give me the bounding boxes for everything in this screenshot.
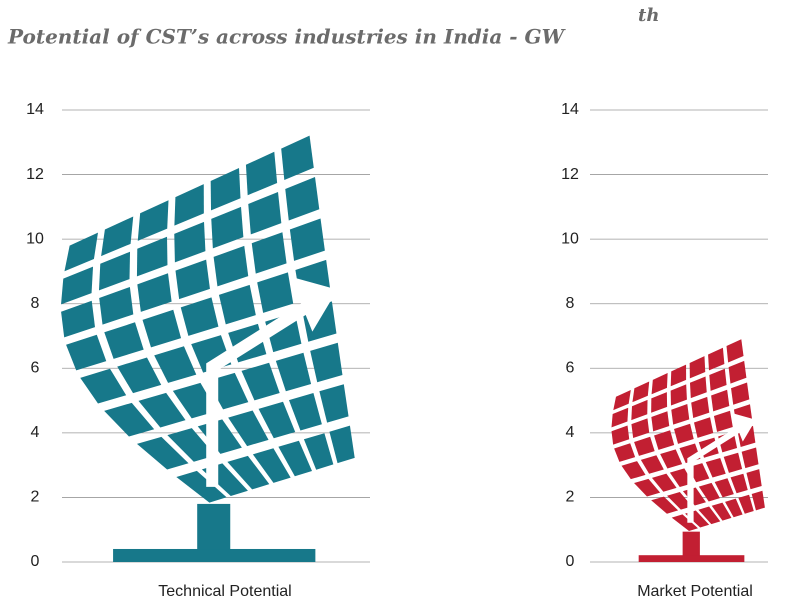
dish-cell: [671, 365, 686, 387]
y-tick-label: 0: [31, 553, 40, 570]
stand-pole: [197, 504, 230, 550]
dish-cell: [61, 267, 93, 305]
dish-cell: [99, 287, 133, 325]
dish-cell: [651, 392, 667, 413]
dish-cell: [674, 424, 694, 444]
stand-base: [639, 555, 745, 562]
dish-cell: [746, 469, 761, 489]
dish-cell: [329, 426, 354, 463]
dish-cell: [61, 301, 95, 338]
pictogram: [611, 339, 764, 562]
y-tick-label: 8: [31, 295, 40, 312]
dish-cell: [137, 273, 171, 312]
dish-cell: [731, 474, 748, 494]
dish-cell: [724, 453, 742, 473]
dish-cell: [613, 390, 631, 410]
dish-cell: [752, 491, 765, 511]
dish-cell: [694, 417, 713, 438]
y-tick-label: 2: [566, 489, 575, 506]
y-tick-label: 4: [31, 424, 40, 441]
y-tick-label: 14: [561, 101, 579, 118]
dish-cell: [652, 373, 668, 394]
dish-cell: [174, 222, 205, 263]
dish-cell: [174, 184, 203, 226]
dish-cell: [154, 346, 196, 383]
dish-cell: [706, 458, 726, 478]
title-superscript: th: [638, 5, 659, 26]
dish-cell: [614, 443, 635, 462]
dish-cell: [690, 356, 706, 378]
dish-cell: [281, 136, 314, 180]
y-tick-label: 12: [561, 166, 579, 183]
dish-cell: [631, 418, 649, 438]
dish-cell: [622, 461, 646, 479]
dish-cell: [211, 207, 243, 248]
pictogram: [61, 136, 355, 562]
dish-cell: [310, 343, 342, 382]
dish-cell: [611, 408, 628, 428]
dish-cell: [641, 455, 664, 474]
dish-cell: [729, 361, 747, 384]
y-tick-label: 2: [31, 489, 40, 506]
dish-cell: [319, 384, 348, 422]
dish-cell: [252, 232, 287, 273]
dish-cell: [651, 411, 669, 431]
dish-cell: [671, 404, 689, 425]
dish-cell: [742, 447, 759, 468]
x-category-label: Technical Potential: [158, 583, 291, 600]
dish-cell: [289, 393, 322, 430]
y-tick-label: 10: [26, 230, 44, 247]
dish-cell: [727, 339, 744, 362]
dish-cell: [714, 411, 733, 432]
y-tick-label: 6: [566, 360, 575, 377]
dish-cell: [99, 252, 130, 291]
y-tick-label: 8: [566, 295, 575, 312]
chart-title: Potential of CST’s across industries in …: [7, 25, 567, 49]
dish-cell: [138, 200, 169, 241]
dish-cell: [690, 377, 707, 399]
dish-cell: [219, 285, 256, 324]
dish-cell: [631, 400, 647, 420]
y-tick-label: 14: [26, 101, 44, 118]
dish-cell: [248, 192, 281, 234]
y-tick-label: 6: [31, 360, 40, 377]
dish-cell: [175, 260, 209, 300]
dish-cell: [64, 233, 98, 272]
y-tick-label: 4: [566, 424, 575, 441]
dish-cell: [285, 177, 319, 220]
y-tick-label: 10: [561, 230, 579, 247]
dish-cell: [711, 390, 729, 412]
dish-cell: [634, 437, 655, 456]
dish-cell: [632, 381, 649, 402]
y-tick-label: 12: [26, 166, 44, 183]
stand-base: [113, 549, 315, 562]
dish-cell: [214, 246, 249, 286]
dish-cell: [612, 426, 630, 445]
dish-cell: [290, 218, 325, 260]
dish-cell: [246, 152, 277, 195]
dish-cell: [117, 358, 161, 394]
dish-cell: [101, 216, 133, 256]
dish-cell: [731, 383, 749, 405]
dish-cell: [671, 384, 687, 405]
dish-cell: [709, 369, 726, 391]
dish-cell: [143, 310, 182, 348]
dish-cell: [80, 369, 126, 404]
dish-cell: [66, 335, 106, 371]
chart: Potential of CST’s across industries in …: [0, 0, 795, 600]
dish-cell: [691, 397, 709, 418]
x-category-label: Market Potential: [637, 583, 753, 600]
y-tick-label: 0: [566, 553, 575, 570]
dish-cell: [181, 297, 219, 336]
dish-cell: [660, 449, 682, 468]
dish-cell: [137, 237, 168, 277]
dish-cell: [708, 348, 724, 371]
dish-cell: [276, 353, 311, 391]
dish-cell: [257, 272, 293, 312]
dish-cell: [104, 322, 143, 359]
stand-pole: [683, 532, 700, 556]
